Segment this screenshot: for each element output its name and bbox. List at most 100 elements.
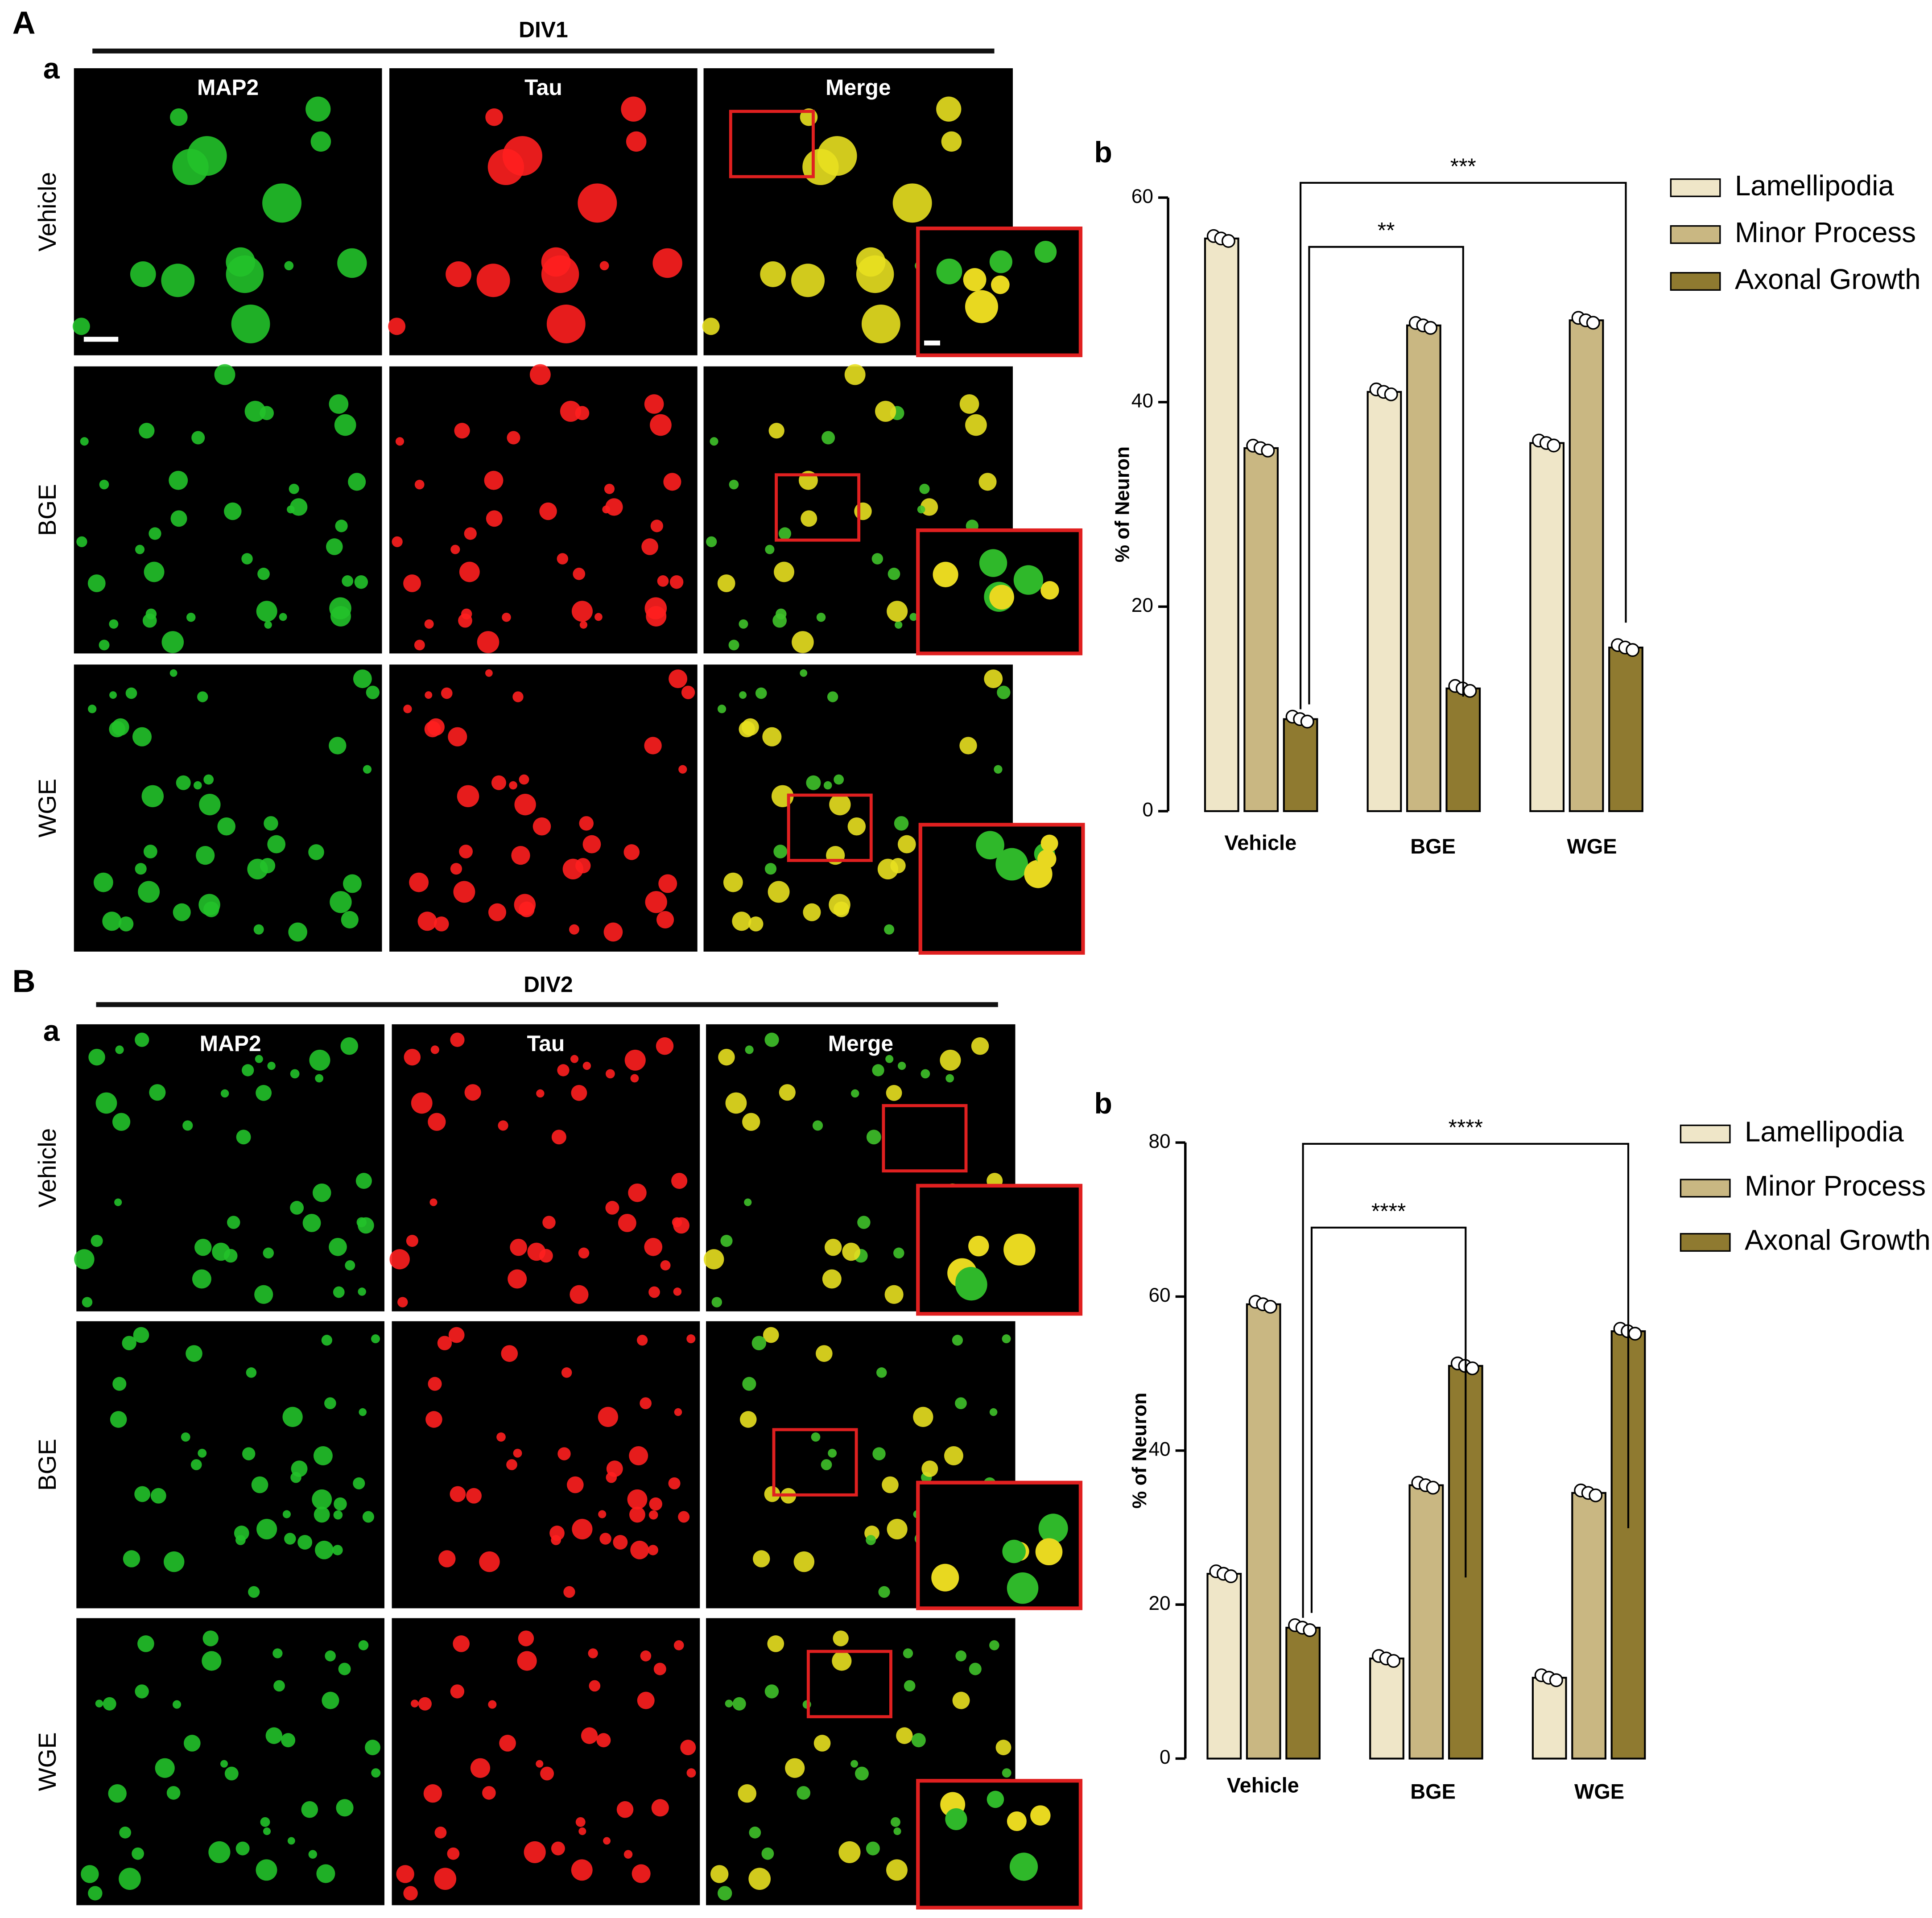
- cell: [817, 136, 857, 176]
- legend-label: Axonal Growth: [1745, 1225, 1931, 1256]
- cell: [135, 544, 145, 554]
- micrograph: [392, 1321, 700, 1609]
- panel-title: DIV1: [519, 17, 568, 42]
- cell: [792, 631, 814, 653]
- cell: [768, 881, 790, 903]
- cell: [668, 1477, 681, 1489]
- cell: [603, 1837, 611, 1845]
- cell: [952, 1691, 970, 1709]
- cell: [941, 131, 962, 152]
- cell: [404, 1048, 421, 1066]
- cell: [488, 903, 507, 921]
- cell: [224, 1766, 239, 1781]
- cell: [952, 1335, 963, 1346]
- cell: [287, 505, 295, 514]
- legend-swatch: [1680, 1124, 1731, 1143]
- inset-cell: [979, 549, 1007, 577]
- cell: [599, 1533, 611, 1545]
- cell: [424, 619, 434, 629]
- cell: [246, 1367, 257, 1378]
- cell: [630, 1540, 649, 1559]
- cell: [749, 1826, 761, 1839]
- cell: [739, 619, 748, 629]
- cell: [945, 1074, 954, 1083]
- cell: [264, 816, 278, 831]
- inset: [916, 1184, 1083, 1316]
- cell: [793, 1551, 815, 1572]
- cell: [95, 1092, 117, 1114]
- cell: [109, 619, 119, 629]
- cell: [337, 248, 367, 278]
- cell: [509, 781, 517, 790]
- significance-bracket: [1302, 1143, 1630, 1618]
- cell: [438, 1550, 456, 1567]
- cell: [570, 1055, 579, 1063]
- column-label: Tau: [527, 1031, 565, 1056]
- cell: [829, 794, 851, 816]
- x-tick-label: WGE: [1574, 1779, 1624, 1803]
- cell: [123, 1550, 140, 1567]
- cell: [571, 1859, 593, 1881]
- cell: [673, 1640, 684, 1650]
- cell: [725, 1092, 747, 1114]
- cell: [561, 1367, 572, 1378]
- cell: [673, 1217, 689, 1234]
- cell: [801, 510, 817, 527]
- cell: [971, 1037, 989, 1055]
- cell: [371, 1768, 381, 1778]
- cell: [866, 1535, 876, 1545]
- cell: [729, 479, 739, 490]
- significance-bracket: [1308, 246, 1464, 705]
- cell: [365, 1740, 380, 1756]
- significance-label: **: [1378, 218, 1395, 243]
- cell: [187, 136, 227, 176]
- inset-cell: [1002, 1539, 1026, 1563]
- cell: [371, 1334, 380, 1344]
- x-tick-label: WGE: [1567, 834, 1617, 858]
- cell: [725, 1699, 733, 1708]
- cell: [822, 431, 835, 445]
- cell: [212, 1242, 230, 1261]
- cell: [424, 721, 441, 738]
- cell: [761, 1847, 774, 1860]
- cell: [103, 1697, 116, 1711]
- cell: [626, 131, 647, 152]
- row-label: WGE: [33, 779, 61, 837]
- cell: [669, 669, 688, 689]
- cell: [486, 510, 503, 527]
- cell: [434, 1826, 447, 1839]
- cell: [656, 1037, 674, 1055]
- cell: [686, 1768, 696, 1778]
- cell: [711, 1297, 722, 1308]
- cell: [288, 922, 307, 942]
- cell: [362, 1511, 374, 1523]
- column-label: Merge: [828, 1031, 893, 1056]
- cell: [491, 775, 506, 790]
- cell: [903, 1648, 913, 1658]
- cell: [629, 1506, 645, 1523]
- zoom-box: [806, 1650, 892, 1719]
- cell: [513, 1448, 522, 1458]
- cell: [226, 255, 264, 293]
- cell: [115, 1045, 124, 1054]
- cell: [214, 364, 235, 385]
- cell: [414, 479, 425, 490]
- cell: [310, 131, 331, 152]
- row-label: Vehicle: [33, 1128, 61, 1208]
- bar: [1532, 1677, 1567, 1760]
- inset-cell: [1034, 241, 1057, 263]
- cell: [414, 639, 425, 651]
- cell: [851, 1089, 859, 1098]
- cell: [417, 912, 437, 931]
- cell: [262, 183, 302, 223]
- cell: [135, 1684, 149, 1699]
- y-tick-label: 60: [1148, 1284, 1170, 1306]
- cell: [470, 1758, 491, 1778]
- cell: [821, 1459, 832, 1470]
- sub-label: a: [43, 52, 60, 85]
- cell: [844, 364, 866, 385]
- cell: [312, 1489, 332, 1510]
- cell: [866, 1841, 880, 1856]
- row-label: Vehicle: [33, 172, 61, 252]
